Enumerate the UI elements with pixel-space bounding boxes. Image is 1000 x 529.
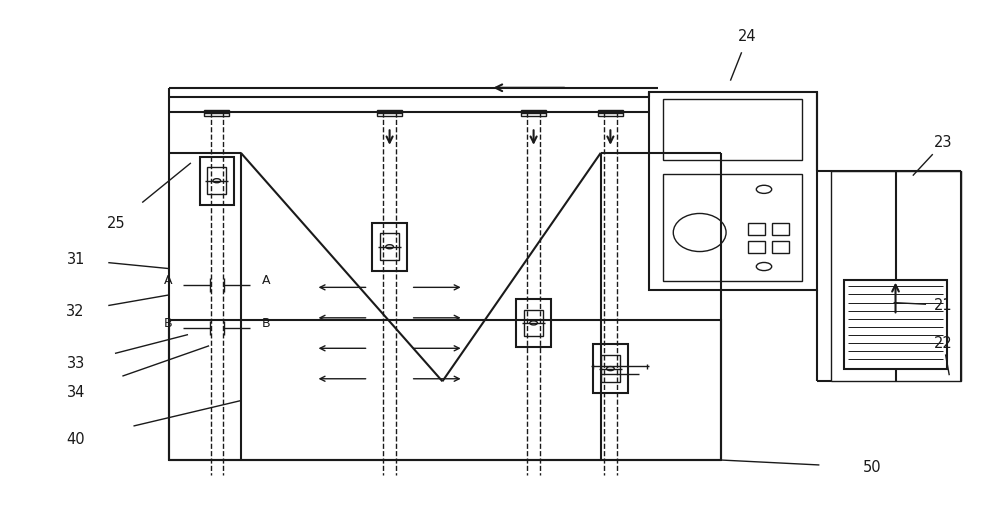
Circle shape <box>607 367 614 371</box>
Bar <box>204 111 229 116</box>
Bar <box>831 170 961 381</box>
Text: A: A <box>164 274 172 287</box>
Text: 33: 33 <box>67 356 85 371</box>
Bar <box>772 241 789 253</box>
Bar <box>844 280 947 369</box>
Bar <box>663 99 802 160</box>
Bar <box>380 233 399 260</box>
Bar <box>200 157 234 205</box>
Bar <box>649 92 817 290</box>
Bar <box>598 111 623 116</box>
Text: 50: 50 <box>863 460 882 475</box>
Bar <box>169 321 721 460</box>
Text: 34: 34 <box>66 385 85 400</box>
Bar <box>524 309 543 336</box>
Circle shape <box>756 185 772 194</box>
Text: 21: 21 <box>934 298 953 313</box>
Circle shape <box>756 262 772 271</box>
Text: 22: 22 <box>934 336 953 351</box>
Bar <box>663 174 802 281</box>
Circle shape <box>213 179 221 183</box>
Bar <box>748 223 765 235</box>
Bar <box>601 355 620 382</box>
Circle shape <box>386 245 393 249</box>
Bar <box>748 241 765 253</box>
Bar <box>372 223 407 271</box>
Bar <box>377 111 402 116</box>
Text: B: B <box>261 317 270 331</box>
Text: 23: 23 <box>934 135 953 150</box>
Text: 40: 40 <box>66 432 85 447</box>
Text: 24: 24 <box>738 30 757 44</box>
Circle shape <box>530 321 537 325</box>
Bar <box>521 111 546 116</box>
Text: 31: 31 <box>66 252 85 267</box>
Bar <box>516 299 551 347</box>
Text: 32: 32 <box>66 304 85 318</box>
Text: A: A <box>262 274 270 287</box>
Bar <box>593 344 628 393</box>
Ellipse shape <box>673 214 726 252</box>
Text: 25: 25 <box>107 216 125 231</box>
Text: B: B <box>164 317 172 331</box>
Bar <box>772 223 789 235</box>
Bar <box>207 168 226 194</box>
